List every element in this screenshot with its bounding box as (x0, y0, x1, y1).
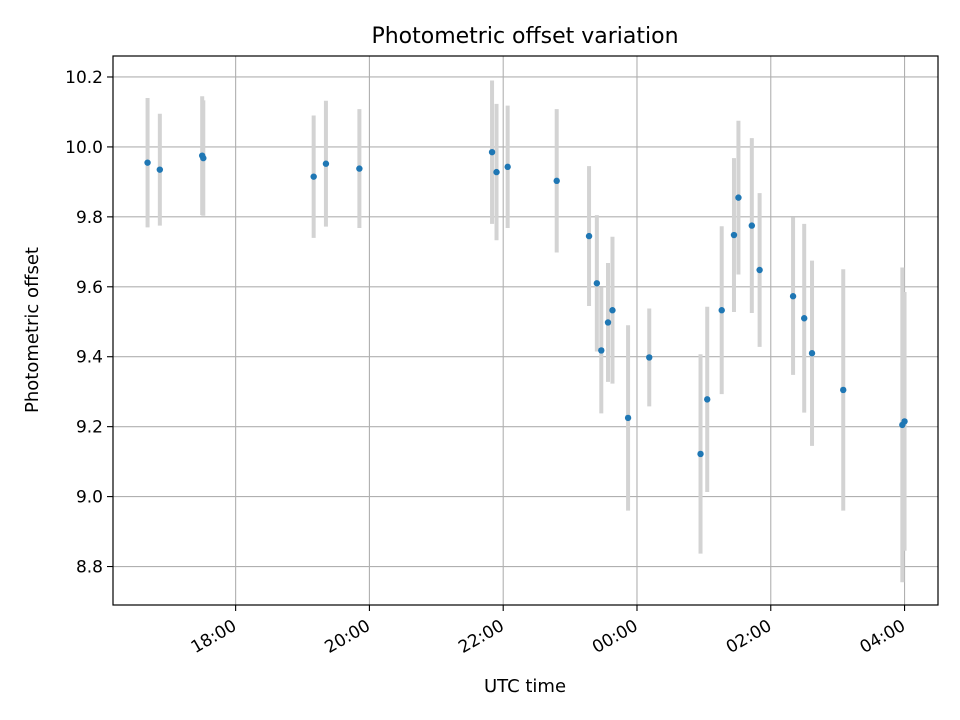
y-tick-label: 10.2 (65, 68, 103, 88)
data-point (604, 319, 612, 326)
data-point (585, 232, 593, 240)
y-tick-label: 9.4 (76, 348, 103, 368)
data-point (704, 396, 711, 403)
data-point (593, 280, 601, 287)
data-point (735, 194, 742, 201)
data-point (356, 165, 363, 172)
y-tick-label: 10.0 (65, 138, 103, 158)
chart-title: Photometric offset variation (371, 24, 678, 49)
y-tick-label: 9.8 (76, 208, 103, 228)
data-point (156, 166, 164, 173)
plot-frame (112, 55, 939, 606)
data-point (808, 350, 816, 357)
y-tick-label: 9.2 (76, 418, 103, 438)
data-point (697, 450, 704, 458)
data-point (609, 307, 616, 314)
data-point (646, 354, 653, 361)
data-point (598, 347, 605, 354)
y-tick-label: 9.0 (76, 488, 103, 508)
data-point (730, 231, 738, 239)
y-axis-ticks: 8.8 9.0 9.2 9.4 9.6 9.8 10.0 10.2 (65, 68, 113, 578)
data-point (322, 160, 330, 167)
data-point (504, 163, 511, 171)
data-point (718, 307, 725, 314)
data-point (840, 386, 847, 394)
data-point (144, 159, 151, 166)
data-point (488, 148, 496, 156)
x-axis-title: UTC time (484, 676, 566, 697)
data-point (310, 173, 317, 180)
data-point (901, 418, 908, 425)
data-point (553, 177, 560, 185)
data-point (748, 222, 756, 229)
data-point (756, 266, 763, 274)
data-point (200, 154, 207, 162)
data-point (801, 315, 808, 322)
y-axis-title: Photometric offset (22, 247, 43, 413)
data-point (493, 168, 500, 176)
data-points (144, 148, 908, 458)
y-tick-label: 9.6 (76, 278, 103, 298)
y-tick-label: 8.8 (76, 558, 103, 578)
data-point (624, 414, 632, 422)
data-point (789, 293, 797, 300)
